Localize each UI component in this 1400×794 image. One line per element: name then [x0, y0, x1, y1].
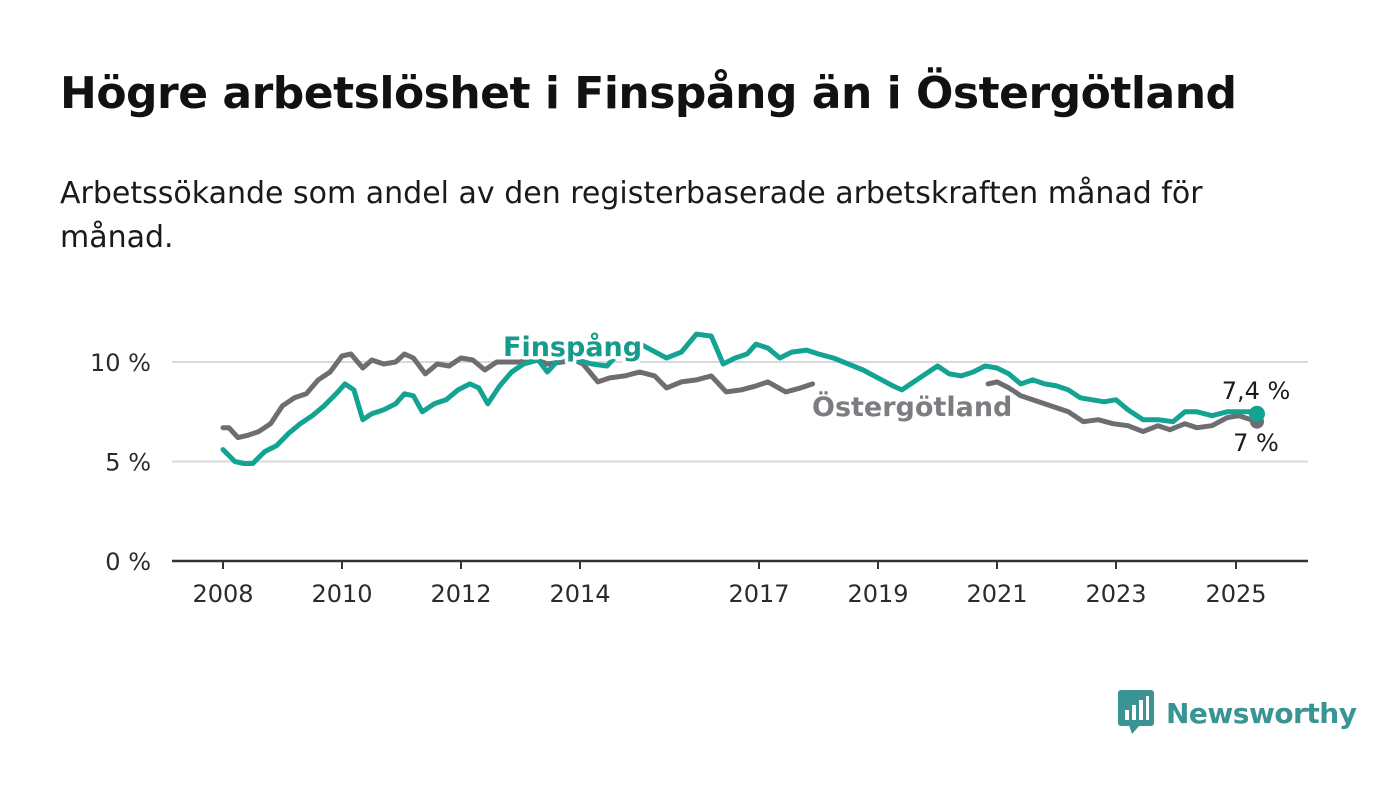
- y-axis-tick-labels: 0 % 5 % 10 %: [90, 349, 151, 576]
- brand-name: Newsworthy: [1166, 696, 1357, 730]
- y-tick-label: 10 %: [90, 349, 151, 377]
- chart-subtitle: Arbetssökande som andel av den registerb…: [60, 176, 1203, 255]
- series-line-finspang: [220, 331, 1260, 466]
- end-value-label-ostergotland-halo: 7 %: [1233, 429, 1279, 457]
- x-tick-label: 2012: [430, 580, 491, 608]
- series-label-ostergotland-halo: Östergötland: [812, 390, 1012, 423]
- grid-lines: [172, 361, 1308, 463]
- series-lines: [220, 331, 1265, 466]
- end-value-label-finspang-halo: 7,4 %: [1222, 377, 1291, 405]
- x-tick-label: 2017: [728, 580, 789, 608]
- x-axis: 2008 2010 2012 2014 2017 2019 2021 2023 2025: [172, 559, 1308, 608]
- series-line-ostergotland-2: [985, 379, 1260, 435]
- series-label-finspang: Finspång: [503, 331, 642, 363]
- chart-title: Högre arbetslöshet i Finspång än i Öster…: [60, 68, 1237, 119]
- x-tick-label: 2025: [1205, 580, 1266, 608]
- end-marker-finspang: [1249, 405, 1265, 422]
- x-tick-label: 2021: [966, 580, 1027, 608]
- series-labels: FinspångFinspångÖstergötlandÖstergötland…: [500, 328, 1294, 461]
- end-value-label-ostergotland: 7 %: [1233, 429, 1279, 457]
- newsworthy-logo[interactable]: Newsworthy: [1118, 690, 1357, 736]
- x-tick-label: 2019: [847, 580, 908, 608]
- x-tick-label: 2010: [311, 580, 372, 608]
- y-tick-label: 0 %: [105, 548, 151, 576]
- series-label-finspang-halo: Finspång: [503, 331, 642, 363]
- series-line-ostergotland-1: [220, 351, 816, 441]
- bar-chart-speech-bubble-icon: [1118, 690, 1154, 734]
- x-tick-label: 2014: [549, 580, 610, 608]
- end-value-label-finspang: 7,4 %: [1222, 377, 1291, 405]
- x-tick-label: 2008: [192, 580, 253, 608]
- x-tick-label: 2023: [1085, 580, 1146, 608]
- series-label-ostergotland: Östergötland: [812, 390, 1012, 423]
- y-tick-label: 5 %: [105, 449, 151, 477]
